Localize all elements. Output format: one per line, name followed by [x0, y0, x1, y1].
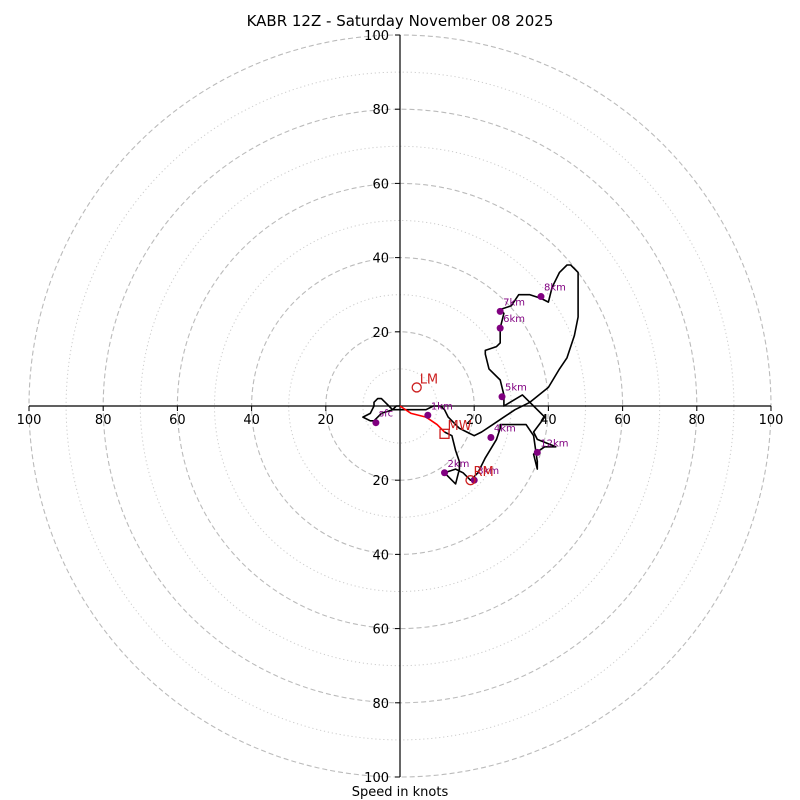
height-marker-label: 6km	[503, 314, 525, 325]
hodograph-trace-upper	[362, 264, 579, 485]
height-marker-dot	[470, 476, 478, 484]
height-marker-label: 12km	[540, 438, 568, 449]
height-marker-dot	[537, 293, 545, 301]
storm-motion-label: RM	[473, 465, 493, 480]
height-marker-dot	[533, 448, 541, 456]
tick-label: 20	[372, 474, 389, 489]
height-marker-dot	[372, 419, 380, 427]
height-marker-dot	[496, 324, 504, 332]
height-marker-dot	[498, 393, 506, 401]
height-marker-dot	[441, 469, 449, 477]
height-marker-dot	[424, 411, 432, 419]
tick-label: 60	[169, 413, 186, 428]
tick-label: 20	[372, 326, 389, 341]
height-marker-dot	[496, 307, 504, 315]
height-marker-label: 8km	[544, 283, 566, 294]
tick-label: 100	[17, 413, 42, 428]
chart-title: KABR 12Z - Saturday November 08 2025	[247, 12, 554, 30]
height-marker-label: 3km	[477, 466, 499, 477]
tick-label: 100	[364, 771, 389, 786]
tick-label: 60	[614, 413, 631, 428]
height-marker-label: 1km	[431, 401, 453, 412]
height-marker-label: 5km	[505, 383, 527, 394]
tick-label: 60	[372, 177, 389, 192]
tick-label: 60	[372, 623, 389, 638]
tick-label: 80	[372, 103, 389, 118]
tick-label: 80	[95, 413, 112, 428]
height-marker-label: 7km	[503, 297, 525, 308]
storm-motion-label: MW	[448, 419, 472, 434]
tick-label: 40	[372, 252, 389, 267]
tick-label: 20	[466, 413, 483, 428]
tick-label: 20	[318, 413, 335, 428]
height-marker-label: 4km	[494, 424, 516, 435]
tick-label: 100	[364, 29, 389, 44]
tick-label: 40	[243, 413, 260, 428]
height-marker-label: 2km	[448, 459, 470, 470]
height-markers: sfc 1km 2km 3km 4km 5km 6km 7km 8km 12km	[372, 283, 569, 484]
storm-motion-label: LM	[420, 372, 438, 387]
storm-motion-markers: LM RM MW	[411, 372, 494, 486]
tick-label: 40	[372, 548, 389, 563]
height-marker-label: sfc	[379, 409, 393, 420]
tick-label: 80	[689, 413, 706, 428]
tick-label: 100	[759, 413, 784, 428]
storm-motion-marker	[411, 382, 422, 393]
x-axis-label: Speed in knots	[352, 785, 449, 800]
tick-label: 80	[372, 697, 389, 712]
storm-motion-marker	[465, 475, 476, 486]
storm-motion-marker	[439, 428, 450, 439]
tick-labels: 100 80 60 40 20 20 40 60 80 100100806040202040608…	[17, 29, 784, 786]
height-marker-dot	[487, 434, 495, 442]
hodograph-traces	[362, 264, 579, 485]
